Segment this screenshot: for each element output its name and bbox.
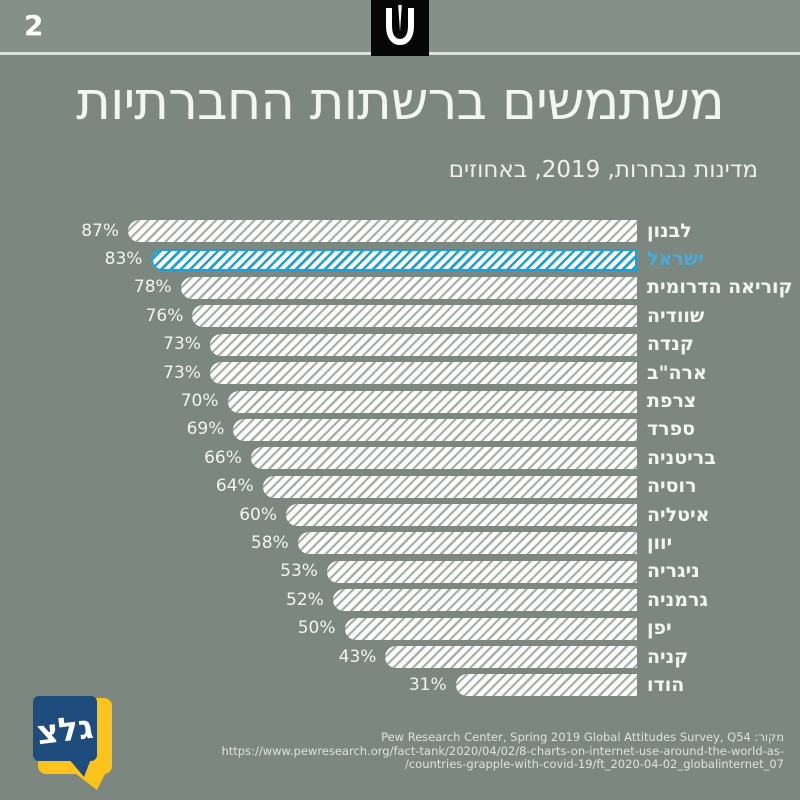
bar-value-label: 52% [286,589,324,610]
chart-row: 60% איטליה [0,501,800,529]
bar [192,305,637,328]
category-label: ספרד [647,418,696,441]
bar [344,617,637,640]
bar [262,475,637,498]
bar-value-label: 53% [280,561,318,582]
chart-row: 70% צרפת [0,387,800,415]
chart-row: 66% בריטניה [0,444,800,472]
bar [286,504,637,527]
bar-value-label: 87% [81,220,120,241]
bar-value-label: 69% [186,419,225,440]
bar-value-label: 70% [180,391,219,412]
bar-chart: 87% לבנון 83% ישראל 78% קוריאה הדרומית 76% שווד… [0,217,800,700]
category-label: בריטניה [647,446,716,469]
bar-value-label: 73% [163,334,201,355]
category-label: קנדה [647,333,694,356]
source-url-line: https://www.pewresearch.org/fact-tank/20… [221,743,785,758]
bar-value-label: 66% [204,447,242,468]
bar [151,248,637,271]
chart-row: 73% קנדה [0,331,800,359]
chart-row: 83% ישראל [0,245,800,273]
bar [233,418,637,441]
bar [128,220,637,243]
bar-value-label: 73% [163,362,201,383]
category-label: צרפת [647,390,697,413]
category-label: גרמניה [647,588,708,611]
category-label: איטליה [647,503,710,526]
chart-row: 69% ספרד [0,416,800,444]
bar-value-label: 43% [338,646,377,667]
category-label: ישראל [647,248,704,271]
chart-row: 73% ארה"ב [0,359,800,387]
bar-value-label: 50% [297,618,336,639]
shin-microphone-icon [381,3,419,53]
page-number: 2 [24,9,44,42]
category-label: לבנון [647,219,692,242]
bar [209,333,637,356]
bar-value-label: 64% [215,476,254,497]
category-label: קוריאה הדרומית [647,276,793,299]
bar [209,362,637,385]
bar-value-label: 76% [145,305,184,326]
source-url-line: /countries-grapple-with-covid-19/ft_2020… [404,757,784,771]
bar [385,646,637,669]
bar [455,674,637,697]
category-label: שוודיה [647,304,705,327]
chart-row: 43% קניה [0,643,800,671]
bar [297,532,637,555]
category-label: הודו [647,673,685,696]
gilz-logo: גלצ [28,692,120,796]
chart-row: 53% ניגריה [0,558,800,586]
category-label: יוון [647,531,673,554]
bar [180,276,637,299]
bar [326,560,637,583]
bar-value-label: 58% [250,532,289,553]
bar [332,589,637,612]
chart-row: 78% קוריאה הדרומית [0,274,800,302]
category-label: קניה [647,645,689,668]
chart-row: 58% יוון [0,529,800,557]
speech-bubble-icon: גלצ [33,696,112,790]
bar [250,447,637,470]
chart-row: 87% לבנון [0,217,800,245]
category-label: רוסיה [647,475,697,498]
category-label: ארה"ב [647,361,707,384]
chart-row: 31% הודו [0,671,800,699]
bar-value-label: 83% [104,249,143,270]
station-logo [371,0,429,56]
bar-value-label: 60% [239,504,277,525]
bar-value-label: 31% [408,674,447,695]
source-block: מקור: Pew Research Center, Spring 2019 G… [200,730,785,772]
chart-row: 76% שוודיה [0,302,800,330]
chart-row: 52% גרמניה [0,586,800,614]
chart-row: 64% רוסיה [0,473,800,501]
chart-subtitle: מדינות נבחרות, 2019, באחוזים [448,157,758,183]
bar-value-label: 78% [133,277,172,298]
chart-row: 50% יפן [0,614,800,642]
chart-title: משתמשים ברשתות החברתיות [76,71,725,132]
category-label: ניגריה [647,560,700,583]
bar [227,390,637,413]
source-line: מקור: Pew Research Center, Spring 2019 G… [381,730,784,744]
gilz-logo-text: גלצ [35,707,96,753]
category-label: יפן [647,617,672,640]
